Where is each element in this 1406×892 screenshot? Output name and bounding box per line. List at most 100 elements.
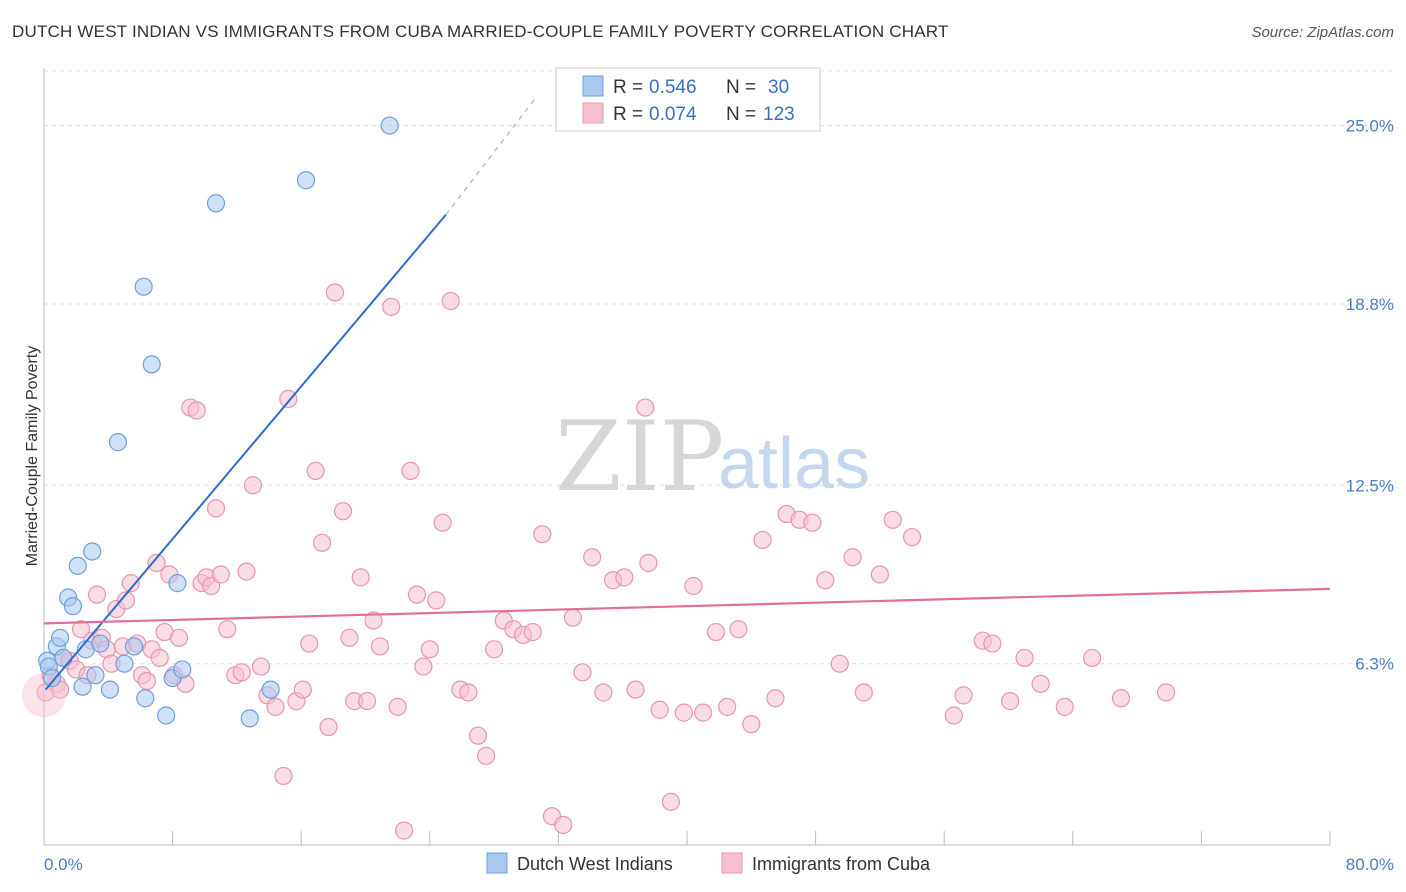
cuba-point-35 xyxy=(211,565,230,584)
cuba-point-59 xyxy=(370,637,390,656)
cuba-point-89 xyxy=(636,398,655,417)
cuba-point-94 xyxy=(684,576,703,596)
legend-n-value-1: 30 xyxy=(768,77,789,98)
cuba-point-66 xyxy=(420,640,439,659)
bottom-legend-swatch-pink xyxy=(721,852,743,874)
cuba-point-106 xyxy=(830,654,849,673)
cuba-point-27 xyxy=(169,628,189,647)
cuba-point-83 xyxy=(573,663,592,682)
dutch-west-indian-point-28 xyxy=(380,116,399,135)
cuba-point-108 xyxy=(854,683,873,702)
cuba-point-104 xyxy=(803,513,822,532)
legend-n-label-2: N = xyxy=(726,104,756,125)
y-tick-labels: 6.3% 12.5% 18.8% 25.0% xyxy=(1346,117,1394,674)
cuba-point-54 xyxy=(340,628,359,647)
cuba-point-117 xyxy=(1015,648,1034,668)
cuba-point-34 xyxy=(206,499,226,518)
cuba-point-74 xyxy=(485,640,504,659)
legend-swatch-pink xyxy=(582,102,604,124)
cuba-point-110 xyxy=(883,510,902,529)
cuba-point-95 xyxy=(693,703,713,722)
cuba-point-16 xyxy=(116,591,136,610)
dutch-west-indian-point-19 xyxy=(142,355,161,374)
dutch-west-indian-point-23 xyxy=(173,660,192,679)
dutch-west-indian-point-4 xyxy=(50,628,70,647)
legend-r-label-1: R = xyxy=(613,77,643,98)
cuba-point-51 xyxy=(319,717,338,737)
x-tick-label-max: 80.0% xyxy=(1346,855,1394,874)
chart-title: DUTCH WEST INDIAN VS IMMIGRANTS FROM CUB… xyxy=(12,22,949,41)
cuba-point-50 xyxy=(312,533,332,552)
cuba-point-39 xyxy=(237,562,256,581)
cuba-point-71 xyxy=(459,683,478,702)
bottom-legend-swatch-blue xyxy=(486,852,508,874)
dutch-west-indian-point-6 xyxy=(63,597,83,616)
cuba-point-48 xyxy=(300,634,319,653)
bottom-legend-label-blue: Dutch West Indians xyxy=(517,854,673,874)
legend-r-label-2: R = xyxy=(613,104,643,125)
cuba-point-36 xyxy=(218,620,237,639)
cuba-point-112 xyxy=(944,706,963,725)
cuba-point-73 xyxy=(476,746,496,765)
dutch-west-indian-point-14 xyxy=(108,433,128,452)
cuba-point-56 xyxy=(351,568,370,587)
dutch-west-indian-point-15 xyxy=(115,654,134,673)
cuba-point-96 xyxy=(706,622,726,642)
dutch-west-indian-point-20 xyxy=(157,706,176,725)
cuba-point-101 xyxy=(766,689,785,708)
cuba-point-79 xyxy=(533,525,552,544)
cuba-point-82 xyxy=(563,608,582,627)
cuba-point-116 xyxy=(1001,692,1020,711)
legend-r-value-1: 0.546 xyxy=(649,77,697,98)
cuba-point-100 xyxy=(753,530,772,550)
cuba-point-115 xyxy=(983,634,1002,653)
cuba-point-43 xyxy=(266,697,285,716)
series-dutch-west-indians-points xyxy=(38,116,399,728)
trend-line-dutch-west-indians xyxy=(44,214,447,691)
cuba-point-91 xyxy=(650,700,669,719)
cuba-point-67 xyxy=(427,591,446,610)
cuba-point-122 xyxy=(1156,683,1176,702)
cuba-point-30 xyxy=(187,401,206,420)
cuba-point-87 xyxy=(615,568,634,587)
cuba-point-65 xyxy=(414,657,433,676)
cuba-point-49 xyxy=(306,461,325,480)
legend-n-value-2: 123 xyxy=(763,104,795,125)
cuba-point-85 xyxy=(594,683,613,702)
cuba-point-23 xyxy=(150,648,169,668)
dutch-west-indian-point-16 xyxy=(124,637,144,656)
cuba-point-41 xyxy=(251,657,271,676)
cuba-point-98 xyxy=(729,620,748,639)
cuba-point-90 xyxy=(639,553,658,573)
cuba-point-69 xyxy=(441,292,460,311)
cuba-point-120 xyxy=(1082,648,1102,668)
cuba-point-47 xyxy=(293,680,312,699)
cuba-point-45 xyxy=(279,389,298,409)
cuba-point-44 xyxy=(274,766,293,786)
dutch-west-indian-point-26 xyxy=(261,680,280,699)
cuba-point-113 xyxy=(954,686,973,705)
dutch-west-indian-point-24 xyxy=(206,194,226,213)
cuba-point-52 xyxy=(325,283,345,302)
dutch-west-indian-point-29 xyxy=(54,648,73,668)
cuba-point-92 xyxy=(661,792,681,811)
cuba-point-119 xyxy=(1055,697,1074,716)
cuba-point-81 xyxy=(554,815,573,834)
dutch-west-indian-point-17 xyxy=(134,277,153,296)
cuba-point-72 xyxy=(468,726,488,745)
trend-lines xyxy=(43,99,1331,691)
cuba-point-10 xyxy=(87,585,107,604)
cuba-point-53 xyxy=(333,502,353,521)
y-tick-label-1: 12.5% xyxy=(1346,476,1394,495)
dutch-west-indian-point-8 xyxy=(73,677,92,696)
dutch-west-indian-point-27 xyxy=(296,171,316,190)
dutch-west-indian-point-12 xyxy=(91,634,110,653)
cuba-point-22 xyxy=(147,553,166,573)
dutch-west-indian-point-25 xyxy=(240,709,259,728)
cuba-point-84 xyxy=(583,548,602,567)
cuba-point-62 xyxy=(394,821,414,840)
cuba-point-107 xyxy=(843,548,862,567)
cuba-point-68 xyxy=(433,513,452,532)
watermark-zip: ZIP xyxy=(555,401,724,513)
